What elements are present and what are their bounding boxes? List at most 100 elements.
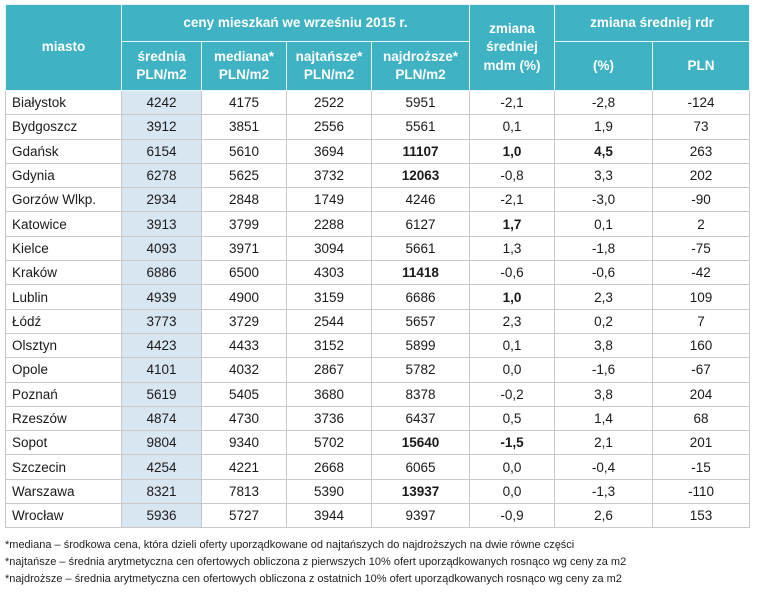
- table-body: Białystok 4242 4175 2522 5951 -2,1 -2,8 -124 Byd…: [5, 89, 751, 529]
- table-row: Katowice 3913 3799 2288 6127 1,7 0,1 2: [5, 211, 751, 237]
- table-row: Gorzów Wlkp. 2934 2848 1749 4246 -2,1 -3,0 -90: [5, 187, 751, 213]
- cell-yoy-pln: 68: [651, 405, 751, 432]
- cell-yoy-pln: 201: [651, 430, 751, 456]
- cell-cheap: 2544: [286, 308, 372, 334]
- cell-city: Wrocław: [5, 503, 122, 529]
- cell-cheap: 3694: [286, 138, 372, 164]
- table-row: Białystok 4242 4175 2522 5951 -2,1 -2,8 -124: [5, 89, 751, 116]
- header-cheapest: najtańsze* PLN/m2: [286, 41, 372, 91]
- cell-yoy-pln: 160: [651, 332, 751, 359]
- cell-cheap: 3159: [286, 284, 372, 310]
- header-yoy-group: zmiana średniej rdr: [553, 4, 751, 42]
- cell-exp: 5661: [371, 235, 470, 262]
- cell-city: Szczecin: [5, 454, 122, 480]
- cell-cheap: 2288: [286, 211, 372, 237]
- cell-median: 2848: [201, 187, 287, 213]
- cell-avg: 2934: [121, 187, 202, 213]
- cell-mom: 0,0: [469, 478, 555, 505]
- header-median: mediana* PLN/m2: [201, 41, 287, 91]
- cell-median: 4175: [201, 89, 287, 116]
- cell-yoy-pln: 2: [651, 211, 751, 237]
- table-row: Kraków 6886 6500 4303 11418 -0,6 -0,6 -42: [5, 260, 751, 286]
- cell-city: Białystok: [5, 89, 122, 116]
- cell-yoy-pct: 2,1: [554, 430, 653, 456]
- table-row: Rzeszów 4874 4730 3736 6437 0,5 1,4 68: [5, 405, 751, 432]
- table-row: Kielce 4093 3971 3094 5661 1,3 -1,8 -75: [5, 235, 751, 262]
- cell-cheap: 3944: [286, 503, 372, 529]
- cell-cheap: 4303: [286, 260, 372, 286]
- cell-exp: 12063: [371, 162, 470, 189]
- cell-avg: 4939: [121, 284, 202, 310]
- cell-yoy-pln: 204: [651, 381, 751, 407]
- cell-mom: -0,8: [469, 162, 555, 189]
- cell-yoy-pct: 0,1: [554, 211, 653, 237]
- table-row: Olsztyn 4423 4433 3152 5899 0,1 3,8 160: [5, 332, 751, 359]
- cell-mom: -0,9: [469, 503, 555, 529]
- cell-exp: 6065: [371, 454, 470, 480]
- cell-median: 4221: [201, 454, 287, 480]
- cell-exp: 5951: [371, 89, 470, 116]
- footnote-most-expensive: *najdroższe – średnia arytmetyczna cen o…: [5, 573, 622, 585]
- cell-mom: 1,0: [469, 284, 555, 310]
- header-prices-group: ceny mieszkań we wrześniu 2015 r.: [121, 4, 470, 42]
- cell-city: Lublin: [5, 284, 122, 310]
- table-row: Bydgoszcz 3912 3851 2556 5561 0,1 1,9 73: [5, 114, 751, 140]
- cell-yoy-pct: 2,3: [554, 284, 653, 310]
- cell-yoy-pct: 0,2: [554, 308, 653, 334]
- cell-city: Rzeszów: [5, 405, 122, 432]
- cell-mom: 2,3: [469, 308, 555, 334]
- footnotes: *mediana – środkowa cena, która dzieli o…: [5, 537, 626, 588]
- cell-cheap: 2522: [286, 89, 372, 116]
- cell-yoy-pln: 7: [651, 308, 751, 334]
- table-row: Wrocław 5936 5727 3944 9397 -0,9 2,6 153: [5, 503, 751, 529]
- cell-avg: 4874: [121, 405, 202, 432]
- table-row: Gdańsk 6154 5610 3694 11107 1,0 4,5 263: [5, 138, 751, 164]
- cell-city: Warszawa: [5, 478, 122, 505]
- cell-median: 5625: [201, 162, 287, 189]
- footnote-cheapest: *najtańsze – średnia arytmetyczna cen of…: [5, 556, 627, 568]
- cell-cheap: 2556: [286, 114, 372, 140]
- cell-yoy-pct: -0,6: [554, 260, 653, 286]
- cell-avg: 3912: [121, 114, 202, 140]
- header-avg: średnia PLN/m2: [121, 41, 202, 91]
- cell-yoy-pct: -2,8: [554, 89, 653, 116]
- cell-mom: 0,0: [469, 357, 555, 383]
- cell-avg: 6154: [121, 138, 202, 164]
- cell-exp: 5782: [371, 357, 470, 383]
- cell-avg: 3773: [121, 308, 202, 334]
- header-change-mom: zmiana średniej mdm (%): [469, 4, 555, 91]
- cell-city: Sopot: [5, 430, 122, 456]
- cell-median: 3971: [201, 235, 287, 262]
- cell-yoy-pct: 1,4: [554, 405, 653, 432]
- cell-median: 9340: [201, 430, 287, 456]
- cell-city: Gorzów Wlkp.: [5, 187, 122, 213]
- cell-avg: 9804: [121, 430, 202, 456]
- cell-avg: 6886: [121, 260, 202, 286]
- table-row: Szczecin 4254 4221 2668 6065 0,0 -0,4 -15: [5, 454, 751, 480]
- cell-cheap: 5702: [286, 430, 372, 456]
- cell-median: 4433: [201, 332, 287, 359]
- cell-exp: 15640: [371, 430, 470, 456]
- cell-exp: 13937: [371, 478, 470, 505]
- cell-yoy-pln: -124: [651, 89, 751, 116]
- cell-avg: 3913: [121, 211, 202, 237]
- cell-avg: 5936: [121, 503, 202, 529]
- cell-avg: 4242: [121, 89, 202, 116]
- cell-mom: 0,1: [469, 114, 555, 140]
- cell-yoy-pct: -1,8: [554, 235, 653, 262]
- cell-cheap: 3736: [286, 405, 372, 432]
- cell-cheap: 3732: [286, 162, 372, 189]
- cell-yoy-pln: -75: [651, 235, 751, 262]
- cell-avg: 4254: [121, 454, 202, 480]
- cell-yoy-pct: -3,0: [554, 187, 653, 213]
- cell-median: 5610: [201, 138, 287, 164]
- cell-median: 4900: [201, 284, 287, 310]
- cell-yoy-pln: 263: [651, 138, 751, 164]
- cell-cheap: 3680: [286, 381, 372, 407]
- header-most-expensive: najdroższe* PLN/m2: [371, 41, 470, 91]
- table-row: Opole 4101 4032 2867 5782 0,0 -1,6 -67: [5, 357, 751, 383]
- table-row: Gdynia 6278 5625 3732 12063 -0,8 3,3 202: [5, 162, 751, 189]
- cell-yoy-pln: -67: [651, 357, 751, 383]
- cell-exp: 6127: [371, 211, 470, 237]
- footnote-median: *mediana – środkowa cena, która dzieli o…: [5, 539, 575, 551]
